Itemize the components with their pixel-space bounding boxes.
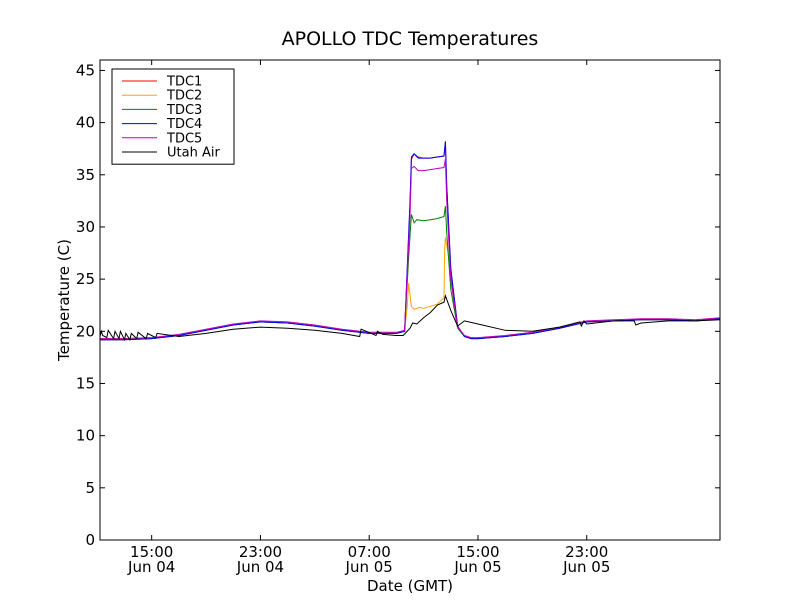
x-tick-time-label: 23:00 [565,543,608,561]
y-tick-label: 25 [76,270,95,288]
x-tick-date-label: Jun 05 [345,558,393,576]
x-axis-label: Date (GMT) [367,577,453,595]
x-tick-time-label: 15:00 [456,543,499,561]
legend-entry-label: TDC4 [166,117,202,132]
y-tick-label: 45 [76,61,95,79]
plot-frame [99,59,721,541]
y-tick-label: 5 [85,479,95,497]
y-axis-label: Temperature (C) [55,239,73,362]
series-layer [99,141,721,342]
y-tick-label: 0 [85,531,95,549]
y-tick-label: 20 [76,322,95,340]
legend-entry-label: TDC5 [166,131,202,146]
x-tick-date-label: Jun 04 [127,558,175,576]
series-line-utah-air [99,294,721,342]
x-tick-date-label: Jun 04 [236,558,284,576]
x-tick-date-label: Jun 05 [453,558,501,576]
legend-entry-label: TDC3 [166,103,202,118]
series-line-tdc4 [100,141,721,341]
x-tick-date-label: Jun 05 [562,558,610,576]
x-tick-time-label: 07:00 [348,543,391,561]
y-tick-label: 30 [76,218,95,236]
y-tick-label: 15 [76,374,95,392]
y-tick-label: 10 [76,427,95,445]
y-tick-label: 35 [76,166,95,184]
x-tick-time-label: 23:00 [239,543,282,561]
series-line-tdc2 [100,237,721,340]
legend-entry-label: Utah Air [167,146,220,161]
x-tick-time-label: 15:00 [130,543,173,561]
chart-title: APOLLO TDC Temperatures [282,28,539,50]
y-tick-label: 40 [76,114,95,132]
legend-entry-label: TDC1 [166,75,202,90]
legend-box [111,68,235,165]
legend-entry-label: TDC2 [166,89,202,104]
